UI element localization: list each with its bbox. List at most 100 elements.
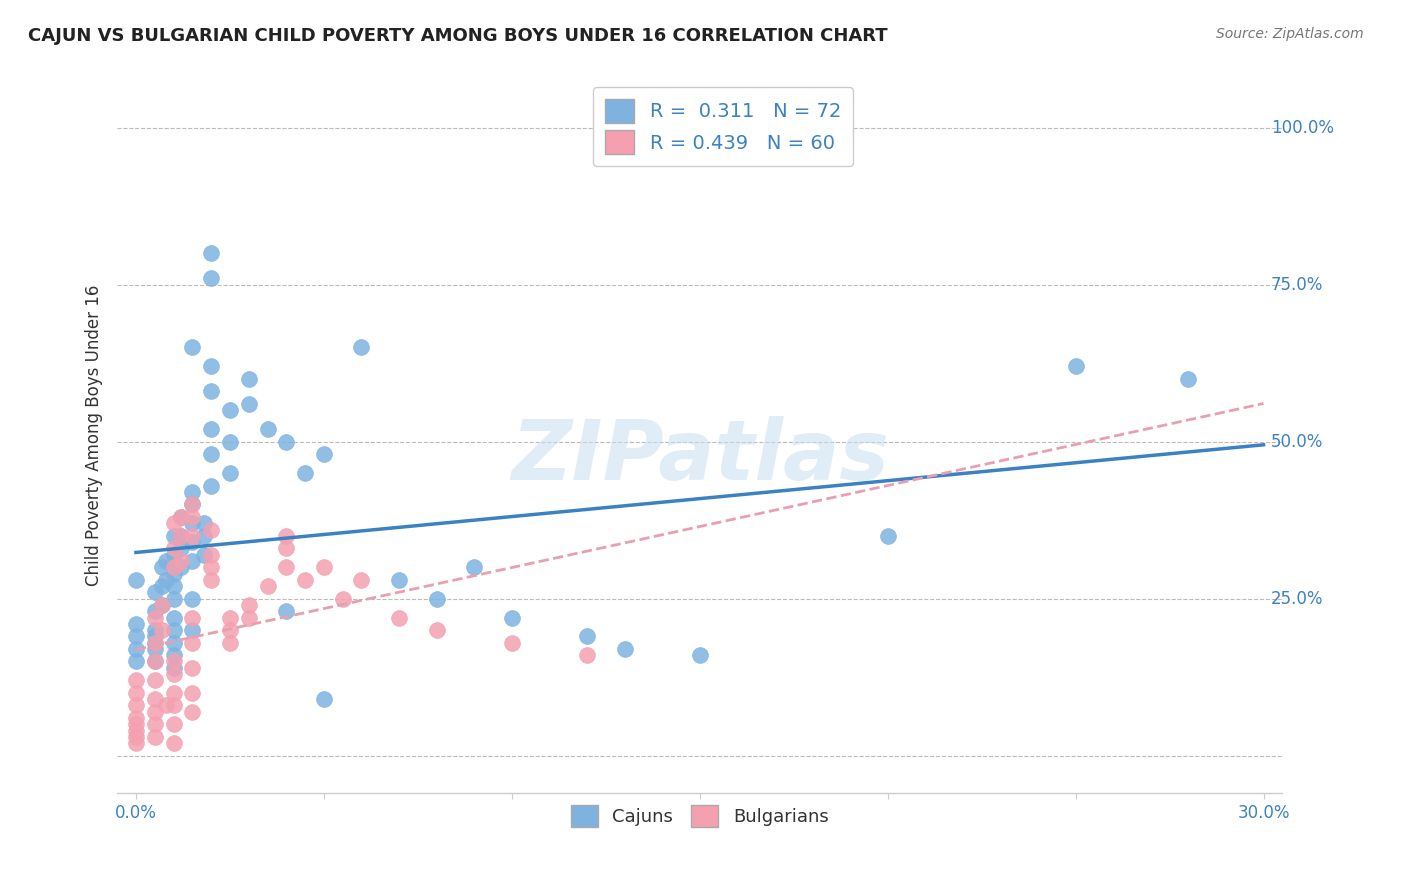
Point xyxy=(181,610,204,624)
Point xyxy=(143,635,166,649)
Point xyxy=(162,635,184,649)
Point xyxy=(388,573,411,587)
Point xyxy=(219,610,242,624)
Point xyxy=(125,698,148,713)
Point xyxy=(143,717,166,731)
Point xyxy=(125,717,148,731)
Point xyxy=(181,661,204,675)
Point xyxy=(143,629,166,643)
Point xyxy=(181,554,204,568)
Point xyxy=(463,560,485,574)
Point xyxy=(876,529,898,543)
Point xyxy=(125,616,148,631)
Text: 25.0%: 25.0% xyxy=(1271,590,1323,607)
Point xyxy=(170,541,193,556)
Text: ZIPatlas: ZIPatlas xyxy=(510,417,889,498)
Point xyxy=(162,623,184,637)
Point xyxy=(200,384,222,399)
Point xyxy=(162,548,184,562)
Point xyxy=(143,655,166,669)
Point xyxy=(276,604,298,618)
Point xyxy=(200,359,222,374)
Point xyxy=(170,510,193,524)
Point xyxy=(125,711,148,725)
Point xyxy=(125,730,148,744)
Point xyxy=(200,422,222,436)
Point xyxy=(143,705,166,719)
Point xyxy=(162,541,184,556)
Point xyxy=(181,510,204,524)
Point xyxy=(200,246,222,260)
Point xyxy=(181,535,204,549)
Point xyxy=(276,434,298,449)
Point xyxy=(162,686,184,700)
Y-axis label: Child Poverty Among Boys Under 16: Child Poverty Among Boys Under 16 xyxy=(86,285,103,586)
Point xyxy=(219,434,242,449)
Point xyxy=(181,705,204,719)
Point xyxy=(200,560,222,574)
Point xyxy=(200,271,222,285)
Text: CAJUN VS BULGARIAN CHILD POVERTY AMONG BOYS UNDER 16 CORRELATION CHART: CAJUN VS BULGARIAN CHILD POVERTY AMONG B… xyxy=(28,27,887,45)
Point xyxy=(312,560,335,574)
Point xyxy=(170,554,193,568)
Point xyxy=(276,541,298,556)
Point xyxy=(150,560,173,574)
Point xyxy=(256,422,278,436)
Point xyxy=(150,623,173,637)
Point xyxy=(388,610,411,624)
Point xyxy=(575,648,598,663)
Point xyxy=(181,591,204,606)
Point xyxy=(162,579,184,593)
Point xyxy=(219,623,242,637)
Point xyxy=(181,623,204,637)
Point xyxy=(143,604,166,618)
Point xyxy=(170,529,193,543)
Point xyxy=(162,591,184,606)
Point xyxy=(350,341,373,355)
Point xyxy=(162,655,184,669)
Point xyxy=(125,723,148,738)
Point xyxy=(332,591,354,606)
Point xyxy=(1064,359,1087,374)
Point xyxy=(426,623,449,637)
Point xyxy=(238,397,260,411)
Point xyxy=(181,516,204,531)
Point xyxy=(143,635,166,649)
Point xyxy=(162,661,184,675)
Point xyxy=(426,591,449,606)
Point xyxy=(162,516,184,531)
Point xyxy=(162,529,184,543)
Point xyxy=(350,573,373,587)
Point xyxy=(200,447,222,461)
Point xyxy=(143,610,166,624)
Point xyxy=(155,554,177,568)
Point xyxy=(143,641,166,656)
Point xyxy=(193,548,215,562)
Point xyxy=(150,598,173,612)
Point xyxy=(125,686,148,700)
Point xyxy=(170,560,193,574)
Point xyxy=(162,566,184,581)
Point xyxy=(193,516,215,531)
Text: 50.0%: 50.0% xyxy=(1271,433,1323,450)
Point xyxy=(125,573,148,587)
Point xyxy=(143,673,166,688)
Point xyxy=(170,510,193,524)
Point xyxy=(162,717,184,731)
Point xyxy=(162,560,184,574)
Point xyxy=(501,610,523,624)
Point xyxy=(181,529,204,543)
Point xyxy=(276,529,298,543)
Point xyxy=(294,466,316,480)
Point xyxy=(200,523,222,537)
Point xyxy=(181,635,204,649)
Point xyxy=(276,560,298,574)
Point xyxy=(143,655,166,669)
Point xyxy=(150,579,173,593)
Text: 75.0%: 75.0% xyxy=(1271,276,1323,293)
Point xyxy=(125,629,148,643)
Point xyxy=(200,548,222,562)
Point xyxy=(294,573,316,587)
Point xyxy=(162,560,184,574)
Point xyxy=(193,529,215,543)
